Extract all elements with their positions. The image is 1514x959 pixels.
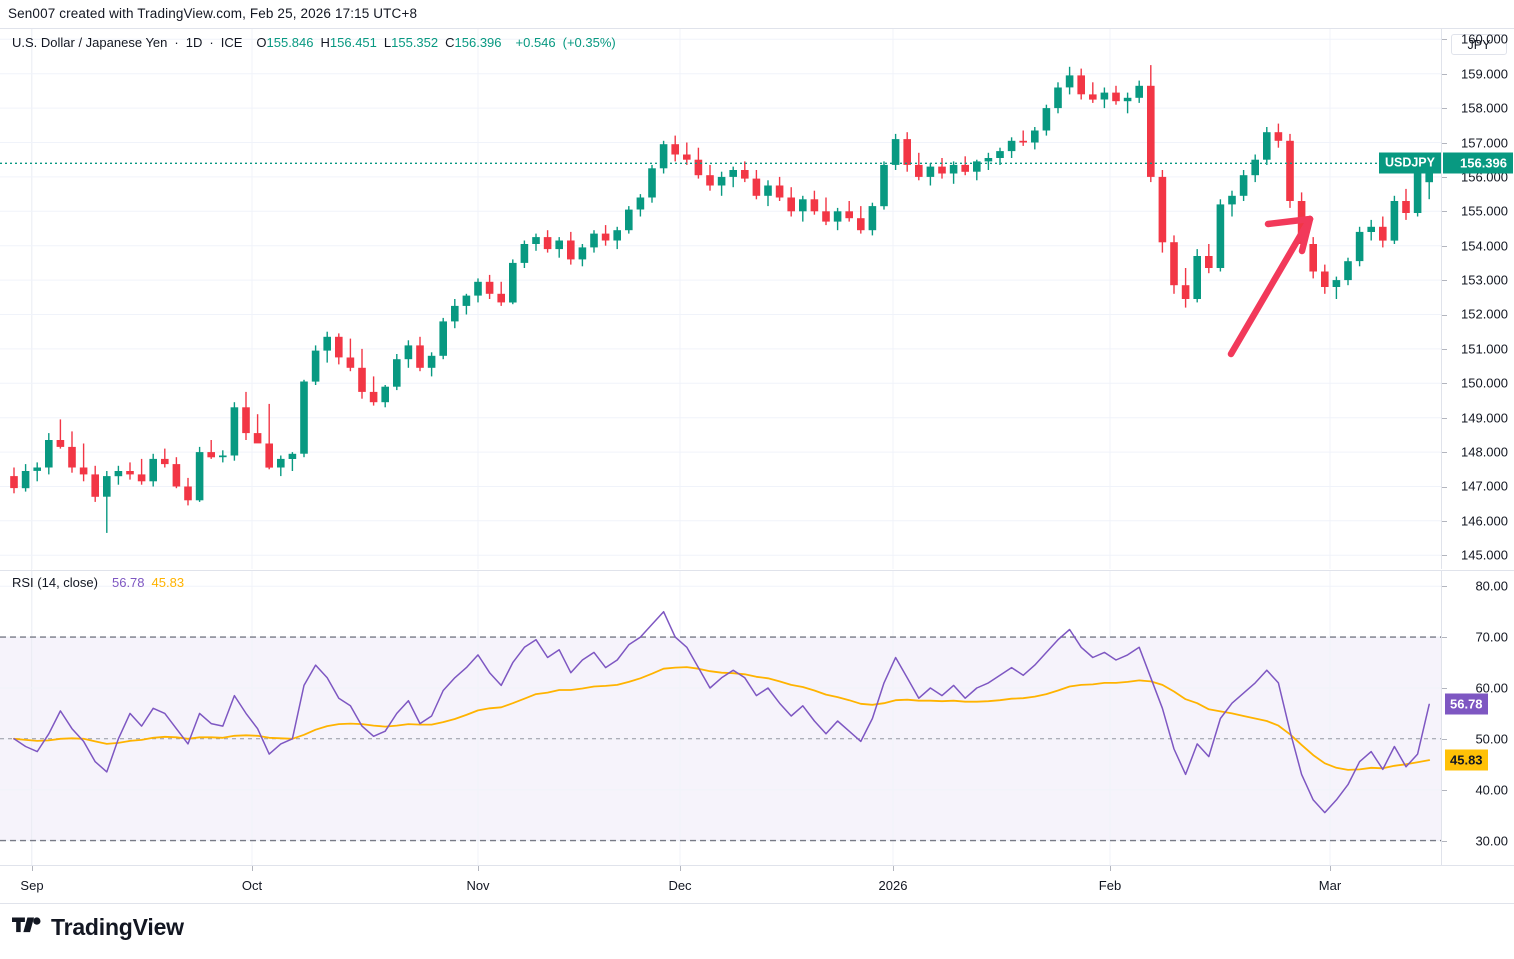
- legend-high-value: 156.451: [329, 35, 377, 50]
- price-axis-tick-mark: [1442, 348, 1447, 350]
- legend-change: +0.546: [515, 35, 556, 50]
- legend-low-value: 155.352: [391, 35, 439, 50]
- price-axis-tick: 151.000: [1461, 341, 1508, 357]
- time-axis-tick-mark: [252, 866, 253, 871]
- time-axis-tick-mark: [1330, 866, 1331, 871]
- rsi-ma-value-badge[interactable]: 45.83: [1445, 749, 1488, 771]
- price-axis-tick: 145.000: [1461, 547, 1508, 563]
- price-axis-tick-mark: [1442, 452, 1447, 454]
- price-axis-tick: 158.000: [1461, 100, 1508, 116]
- rsi-axis[interactable]: 80.00 70.00 60.00 50.00 40.00 30.00 56.78 45.…: [1441, 570, 1514, 865]
- price-axis-tick-mark: [1442, 108, 1447, 110]
- rsi-chart-svg: [0, 571, 1441, 865]
- tradingview-brand-text: TradingView: [51, 914, 184, 940]
- price-axis-tick: 148.000: [1461, 444, 1508, 460]
- legend-open-label: O: [256, 35, 267, 50]
- legend-open-value: 155.846: [266, 35, 314, 50]
- bullish-trend-arrow: [1227, 215, 1314, 358]
- time-axis-label: Feb: [1098, 878, 1122, 893]
- time-axis-tick-mark: [893, 866, 894, 871]
- price-axis-tick: 149.000: [1461, 410, 1508, 426]
- time-axis-label: Mar: [1318, 878, 1342, 893]
- rsi-value-badge[interactable]: 56.78: [1445, 693, 1488, 715]
- rsi-pane[interactable]: RSI (14, close) 56.78 45.83: [0, 570, 1441, 865]
- rsi-legend-title[interactable]: RSI (14, close): [12, 575, 98, 590]
- price-axis-tick-mark: [1442, 417, 1447, 419]
- legend-low-label: L: [383, 35, 392, 50]
- price-axis-tick: 153.000: [1461, 272, 1508, 288]
- price-axis-tick-mark: [1442, 280, 1447, 282]
- price-axis-tick-mark: [1442, 486, 1447, 488]
- price-axis[interactable]: JPY 160.000 159.000 158.000 157.000 156.000 1…: [1441, 29, 1514, 569]
- price-axis-tick-mark: [1442, 39, 1447, 41]
- price-axis-tick-mark: [1442, 245, 1447, 247]
- time-axis-tick-mark: [1110, 866, 1111, 871]
- legend-symbol-name[interactable]: U.S. Dollar / Japanese Yen: [12, 35, 168, 50]
- legend-sep-2: ·: [209, 35, 214, 50]
- rsi-legend-ma-value: 45.83: [151, 575, 185, 590]
- footer: TradingView: [12, 914, 184, 941]
- rsi-axis-tick-mark: [1442, 688, 1447, 689]
- legend-close-label: C: [445, 35, 455, 50]
- rsi-axis-tick-mark: [1442, 637, 1447, 639]
- price-legend[interactable]: U.S. Dollar / Japanese Yen · 1D · ICE O155.84…: [12, 35, 616, 50]
- last-price-badge[interactable]: 156.396: [1443, 152, 1513, 174]
- rsi-axis-tick-mark: [1442, 586, 1447, 588]
- price-line-symbol-tag[interactable]: USDJPY: [1378, 152, 1441, 174]
- time-axis-tick-mark: [478, 866, 479, 871]
- time-axis[interactable]: Sep Oct Nov Dec 2026 Feb Mar: [0, 865, 1514, 905]
- chart-frame: U.S. Dollar / Japanese Yen · 1D · ICE O155.84…: [0, 28, 1514, 904]
- price-axis-tick: 147.000: [1461, 478, 1508, 494]
- price-axis-tick-mark: [1442, 176, 1447, 178]
- price-axis-tick-mark: [1442, 314, 1447, 316]
- price-axis-tick-mark: [1442, 211, 1447, 213]
- legend-sep-1: ·: [174, 35, 179, 50]
- price-axis-tick: 160.000: [1461, 31, 1508, 47]
- legend-change-percent: (+0.35%): [562, 35, 616, 50]
- rsi-axis-tick: 60.00: [1475, 680, 1508, 696]
- legend-exchange: ICE: [220, 35, 243, 50]
- legend-interval[interactable]: 1D: [185, 35, 203, 50]
- legend-close-value: 156.396: [454, 35, 502, 50]
- price-axis-tick: 154.000: [1461, 238, 1508, 254]
- rsi-legend-value: 56.78: [111, 575, 145, 590]
- price-chart-svg: [0, 29, 1441, 569]
- attribution-text: Sen007 created with TradingView.com, Feb…: [8, 6, 418, 21]
- price-axis-tick: 152.000: [1461, 306, 1508, 322]
- tradingview-logo-icon: [12, 914, 42, 941]
- legend-high-label: H: [320, 35, 330, 50]
- price-axis-tick: 159.000: [1461, 66, 1508, 82]
- time-axis-tick-mark: [32, 866, 33, 871]
- time-axis-label: Sep: [20, 878, 44, 893]
- rsi-axis-tick: 30.00: [1475, 833, 1508, 849]
- price-axis-tick-mark: [1442, 383, 1447, 385]
- price-axis-tick: 155.000: [1461, 203, 1508, 219]
- rsi-axis-tick-mark: [1442, 738, 1447, 740]
- price-axis-tick: 150.000: [1461, 375, 1508, 391]
- price-axis-tick-mark: [1442, 520, 1447, 522]
- time-axis-tick-mark: [680, 866, 681, 871]
- price-axis-tick: 157.000: [1461, 135, 1508, 150]
- time-axis-label: Nov: [466, 878, 490, 893]
- rsi-legend[interactable]: RSI (14, close) 56.78 45.83: [12, 575, 184, 590]
- rsi-axis-tick: 50.00: [1475, 731, 1508, 747]
- price-axis-tick: 146.000: [1461, 513, 1508, 529]
- price-axis-tick-mark: [1442, 555, 1447, 557]
- rsi-axis-tick: 40.00: [1475, 782, 1508, 798]
- time-axis-label: Dec: [668, 878, 692, 893]
- rsi-axis-tick-mark: [1442, 840, 1447, 842]
- price-pane[interactable]: U.S. Dollar / Japanese Yen · 1D · ICE O155.84…: [0, 29, 1441, 569]
- time-axis-label: Oct: [241, 878, 263, 893]
- rsi-axis-tick-mark: [1442, 789, 1447, 791]
- rsi-axis-tick: 70.00: [1475, 629, 1508, 645]
- time-axis-label: 2026: [878, 878, 908, 893]
- rsi-axis-tick: 80.00: [1475, 578, 1508, 594]
- price-axis-tick-mark: [1442, 73, 1447, 75]
- price-axis-tick-mark: [1442, 142, 1447, 144]
- price-axis-currency: JPY: [1451, 34, 1507, 55]
